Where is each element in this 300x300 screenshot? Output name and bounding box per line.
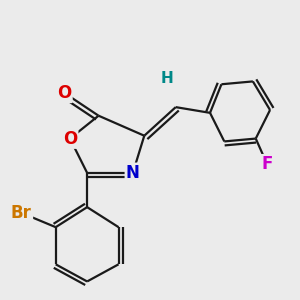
Text: Br: Br	[11, 204, 32, 222]
Text: O: O	[63, 130, 77, 148]
Text: H: H	[161, 71, 173, 86]
Text: F: F	[262, 155, 273, 173]
Text: O: O	[57, 84, 71, 102]
Text: N: N	[126, 164, 140, 182]
